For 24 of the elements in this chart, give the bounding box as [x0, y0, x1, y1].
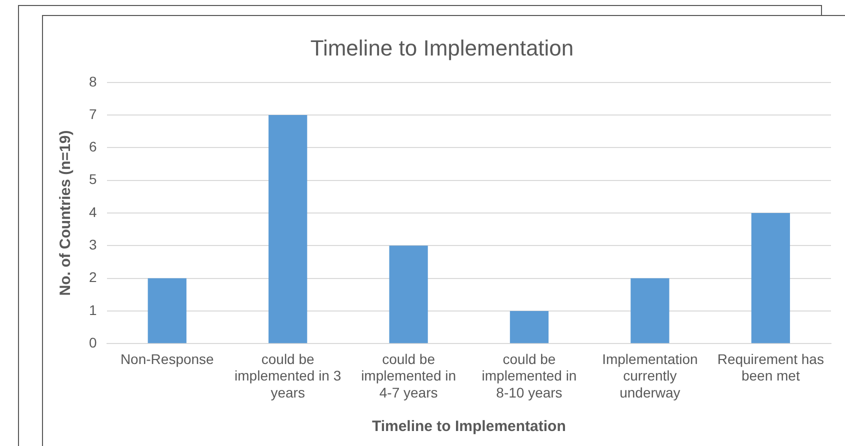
chart-title: Timeline to Implementation	[310, 35, 574, 60]
bar	[389, 246, 428, 344]
y-tick-label: 7	[88, 106, 97, 122]
bar	[751, 213, 790, 344]
bar	[148, 278, 186, 344]
x-tick-label: Requirement has been met	[717, 350, 824, 384]
x-tick-label: could be implemented in 4-7 years	[361, 350, 456, 400]
x-tick-label: could be implemented in 3 years	[234, 350, 342, 400]
y-tick-label: 8	[88, 73, 97, 90]
y-tick-label: 5	[88, 171, 97, 188]
y-tick-label: 6	[88, 138, 97, 155]
bar	[510, 310, 549, 344]
bar	[630, 278, 670, 344]
x-tick-label: Non-Response	[120, 350, 214, 367]
y-axis-title: No. of Countries (n=19)	[57, 130, 74, 296]
y-tick-label: 2	[88, 269, 97, 286]
y-tick-label: 4	[88, 204, 97, 220]
y-tick-label: 0	[88, 334, 97, 350]
x-tick-label: could be implemented in 8-10 years	[482, 350, 577, 400]
y-tick-label: 3	[88, 236, 97, 253]
bar	[268, 115, 308, 344]
y-tick-label: 1	[88, 302, 97, 318]
x-axis-title: Timeline to Implementation	[372, 418, 566, 436]
x-tick-label: Implementation currently underway	[602, 350, 698, 400]
